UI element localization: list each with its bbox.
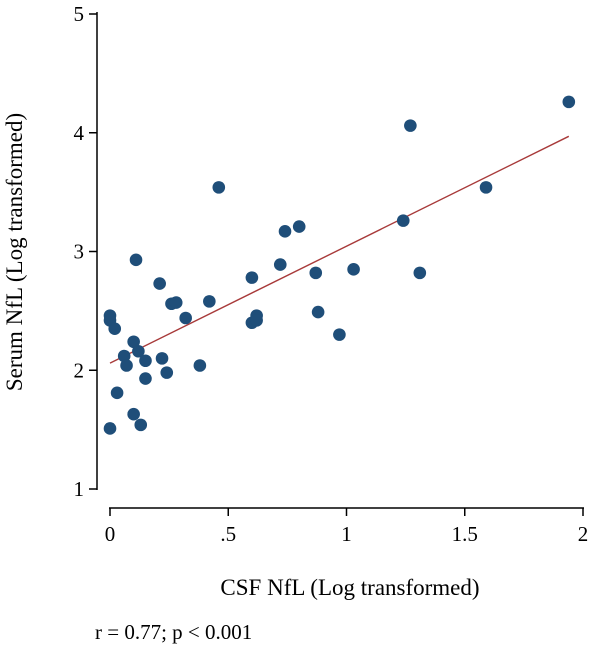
data-point [132, 344, 145, 358]
y-tick-label: 3 [74, 240, 85, 264]
data-point [160, 366, 174, 379]
data-point [333, 328, 346, 341]
data-point [245, 271, 259, 284]
tick-marks [89, 13, 584, 516]
y-tick-label: 1 [74, 477, 85, 501]
data-point [127, 407, 140, 421]
data-point [108, 322, 122, 335]
data-points [103, 95, 576, 435]
data-point [278, 225, 292, 238]
data-point [562, 95, 576, 109]
fit-line-group [109, 135, 570, 364]
data-point [479, 181, 493, 194]
data-point [193, 359, 207, 372]
data-point [203, 295, 216, 308]
data-point [413, 266, 427, 280]
axes [96, 12, 584, 509]
data-point [396, 214, 410, 227]
data-point [139, 354, 152, 368]
data-point [212, 181, 226, 194]
data-point [120, 359, 133, 372]
x-tick-label: 1 [341, 522, 352, 546]
data-point [117, 349, 131, 363]
x-axis-title: CSF NfL (Log transformed) [220, 575, 479, 600]
tick-labels: 1 2 3 4 5 0 .5 1 1.5 2 [74, 2, 589, 546]
fit-line [109, 135, 570, 364]
data-point [153, 277, 166, 290]
data-point [179, 311, 192, 325]
x-tick-label: .5 [220, 522, 236, 546]
y-tick-label: 2 [74, 358, 85, 382]
data-point [134, 418, 148, 432]
data-point [169, 296, 183, 309]
data-point [127, 335, 140, 349]
y-tick-label: 5 [74, 2, 85, 26]
data-point [309, 266, 323, 280]
x-tick-label: 0 [105, 522, 116, 546]
y-tick-label: 4 [74, 121, 85, 145]
data-point [110, 386, 124, 400]
data-point [139, 372, 152, 385]
data-point [292, 220, 306, 233]
data-point [155, 352, 169, 365]
x-tick-label: 1.5 [452, 522, 478, 546]
correlation-annotation: r = 0.77; p < 0.001 [95, 620, 252, 644]
data-point [311, 305, 325, 319]
y-axis-title: Serum NfL (Log transformed) [2, 113, 27, 391]
x-tick-label: 2 [578, 522, 589, 546]
data-point [273, 258, 287, 271]
data-point [404, 119, 417, 132]
data-point [250, 314, 263, 327]
data-point [103, 422, 117, 435]
data-point [347, 263, 360, 276]
data-point [129, 253, 143, 267]
